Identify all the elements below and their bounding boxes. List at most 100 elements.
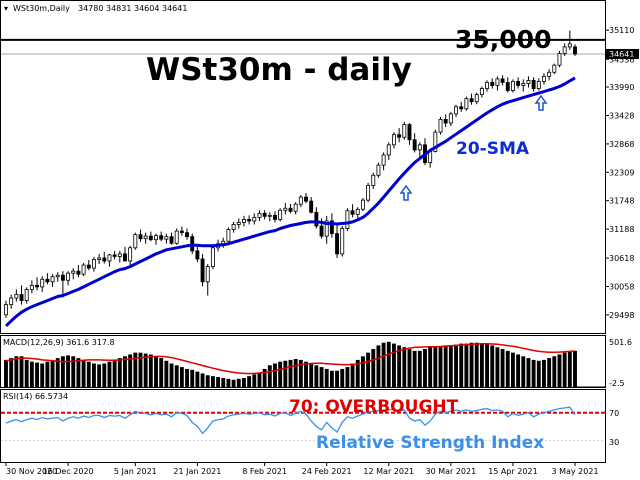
oscillator-bar bbox=[97, 364, 102, 387]
candle-body bbox=[174, 230, 179, 244]
rsi-annotation: Relative Strength Index bbox=[316, 433, 544, 453]
oscillator-signal-line bbox=[5, 343, 576, 375]
candle-body bbox=[407, 124, 412, 141]
candle-body bbox=[252, 216, 257, 222]
candle-body bbox=[443, 119, 448, 124]
oscillator-bar bbox=[71, 356, 76, 387]
candle-body bbox=[128, 247, 133, 262]
candle-body bbox=[200, 258, 205, 283]
candle-body bbox=[278, 209, 283, 220]
price-tick-label: 33990 bbox=[609, 83, 634, 92]
time-tick-label: 30 Nov 2020 bbox=[6, 467, 57, 476]
oscillator-bar bbox=[40, 363, 45, 387]
oscillator-bar bbox=[128, 354, 133, 387]
ohlc-values: 34780 34831 34604 34641 bbox=[78, 4, 187, 13]
sma-20-line bbox=[4, 76, 576, 327]
oscillator-bar bbox=[112, 359, 117, 387]
oscillator-bar bbox=[423, 349, 427, 387]
candle-body bbox=[55, 274, 60, 278]
candle-body bbox=[433, 131, 438, 152]
candle-body bbox=[552, 64, 557, 73]
candle-body bbox=[376, 164, 381, 176]
oscillator-bar bbox=[329, 370, 334, 387]
oscillator-bar bbox=[19, 356, 24, 387]
candle-body bbox=[298, 196, 303, 205]
candle-body bbox=[50, 276, 55, 283]
level-annotation: 35,000 bbox=[455, 25, 551, 54]
candle-body bbox=[531, 80, 536, 89]
time-tick-label: 15 Apr 2021 bbox=[488, 467, 537, 476]
candle-body bbox=[71, 270, 76, 274]
oscillator-bar bbox=[143, 353, 148, 387]
candle-body bbox=[516, 81, 521, 86]
oscillator-bar bbox=[360, 356, 365, 387]
oscillator-bar bbox=[242, 377, 246, 387]
oscillator-bar bbox=[557, 354, 562, 387]
candle-body bbox=[355, 208, 360, 215]
oscillator-bar bbox=[29, 361, 34, 387]
candle-body bbox=[117, 253, 122, 257]
oscillator-bar bbox=[148, 354, 153, 387]
oscillator-bar bbox=[459, 343, 464, 387]
oscillator-bar bbox=[195, 371, 200, 387]
oscillator-bar bbox=[35, 362, 39, 387]
oscillator-bar bbox=[314, 365, 319, 387]
symbol-dropdown-icon[interactable]: ▾ bbox=[4, 4, 8, 13]
oscillator-bar bbox=[438, 346, 443, 387]
candle-body bbox=[45, 278, 50, 283]
candle-body bbox=[340, 228, 345, 255]
candle-body bbox=[107, 254, 112, 262]
oscillator-bar bbox=[298, 359, 303, 387]
symbol-label: WSt30m,Daily bbox=[13, 4, 70, 13]
candle-body bbox=[60, 274, 65, 281]
candle-body bbox=[123, 253, 127, 262]
oscillator-bar bbox=[376, 345, 381, 387]
oscillator-bar bbox=[200, 373, 205, 387]
oscillator-bar bbox=[210, 376, 215, 387]
price-tick-label: 29498 bbox=[609, 311, 634, 320]
oscillator-bar bbox=[335, 370, 339, 387]
oscillator-panel-frame bbox=[0, 335, 606, 388]
candle-body bbox=[241, 219, 246, 223]
oscillator-bar bbox=[542, 359, 546, 387]
candle-body bbox=[329, 220, 334, 235]
chart-title-annotation: WSt30m - daily bbox=[146, 52, 412, 88]
oscillator-bar bbox=[562, 352, 567, 387]
oscillator-bar bbox=[81, 359, 86, 387]
up-arrow-icon bbox=[534, 94, 548, 111]
candle-body bbox=[226, 229, 231, 242]
oscillator-bar bbox=[567, 351, 572, 387]
oscillator-bar bbox=[50, 359, 55, 387]
oscillator-bar bbox=[448, 345, 453, 387]
oscillator-bar bbox=[355, 359, 360, 387]
oscillator-bar bbox=[469, 342, 474, 387]
price-tick-label: 34536 bbox=[609, 55, 634, 64]
candle-body bbox=[495, 78, 500, 86]
oscillator-bar bbox=[505, 350, 510, 387]
candle-body bbox=[459, 106, 464, 110]
candle-body bbox=[164, 236, 169, 240]
candle-body bbox=[438, 119, 443, 133]
price-tick-label: 31748 bbox=[609, 197, 634, 206]
oscillator-bar bbox=[490, 345, 495, 387]
candle-body bbox=[293, 203, 298, 212]
oscillator-bar bbox=[521, 356, 526, 387]
current-price-marker bbox=[606, 48, 639, 59]
candle-body bbox=[381, 154, 386, 166]
oscillator-bar bbox=[319, 367, 324, 387]
candle-body bbox=[81, 264, 86, 275]
time-tick-label: 12 Mar 2021 bbox=[363, 467, 414, 476]
oscillator-bar bbox=[169, 363, 174, 387]
oscillator-bar bbox=[107, 361, 112, 387]
candle-body bbox=[510, 81, 515, 91]
oscillator-bar bbox=[397, 345, 402, 387]
oscillator-bar bbox=[190, 369, 195, 387]
rsi-series bbox=[1, 406, 605, 441]
price-tick-label: 35110 bbox=[609, 26, 634, 35]
candle-body bbox=[335, 233, 340, 255]
oscillator-bar bbox=[24, 359, 29, 387]
price-tick-label: 34641 bbox=[609, 50, 634, 59]
oscillator-bar bbox=[345, 367, 350, 387]
oscillator-bar bbox=[366, 352, 371, 387]
candle-body bbox=[14, 294, 19, 299]
